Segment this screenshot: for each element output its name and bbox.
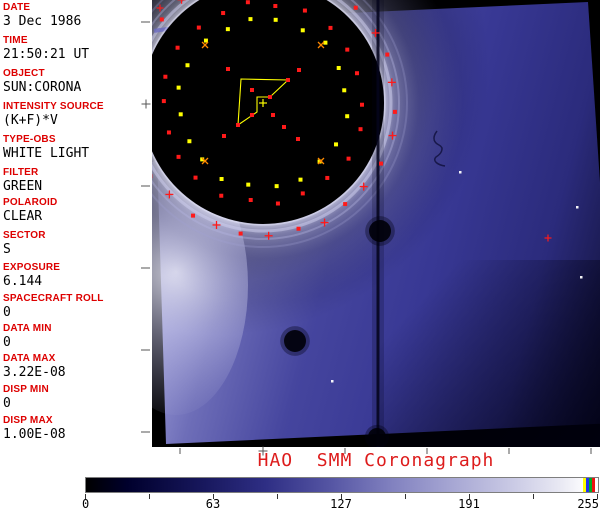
dark-thread-artifact <box>433 130 446 167</box>
metadata-panel: DATE 3 Dec 1986 TIME 21:50:21 UT OBJECT SUN:C… <box>0 0 150 450</box>
field-label: SPACECRAFT ROLL <box>3 293 104 304</box>
field-label: INTENSITY SOURCE <box>3 101 104 112</box>
dark-corner-shading <box>380 260 600 447</box>
disk-rim <box>152 0 386 226</box>
colorbar-tick-label: 255 <box>577 497 599 511</box>
field-label: EXPOSURE <box>3 262 61 273</box>
field-label: DATA MIN <box>3 323 52 334</box>
colorbar-tick <box>341 494 342 499</box>
metadata-field: DISP MIN 0 <box>3 384 49 411</box>
saturation-stripe <box>586 478 589 492</box>
dark-spot <box>368 428 386 446</box>
field-label: POLAROID <box>3 197 58 208</box>
colorbar-labels: 0 63 127 191 255 <box>0 497 600 511</box>
field-value: S <box>3 242 11 257</box>
colorbar-tick-label: 0 <box>82 497 90 511</box>
diffraction-ring <box>152 0 393 233</box>
colorbar-gradient <box>86 478 598 492</box>
field-label: TIME <box>3 35 28 46</box>
metadata-field: DATE 3 Dec 1986 <box>3 2 82 29</box>
x-fiducial-mark <box>201 157 209 165</box>
field-value: SUN:CORONA <box>3 80 82 95</box>
bright-pixel <box>459 171 462 174</box>
field-value: 0 <box>3 305 11 320</box>
field-label: DISP MAX <box>3 415 53 426</box>
x-fiducial-mark <box>201 41 209 49</box>
diffraction-ring <box>152 0 400 240</box>
saturation-stripe <box>589 478 592 492</box>
sun-center-mark <box>259 99 267 107</box>
dark-spot <box>284 330 306 352</box>
image-features <box>280 0 583 447</box>
outer-red-fiducial-ring <box>152 0 397 240</box>
metadata-field: INTENSITY SOURCE (K+F)*V <box>3 101 104 128</box>
image-title: HAO SMM Coronagraph <box>257 450 495 471</box>
field-label: DATE <box>3 2 31 13</box>
field-value: CLEAR <box>3 209 43 224</box>
field-value: 1.00E-08 <box>3 427 66 442</box>
axis-ticks <box>141 21 592 456</box>
colorbar-tick <box>213 494 214 499</box>
field-value: 6.144 <box>3 274 43 289</box>
metadata-field: TYPE-OBS WHITE LIGHT <box>3 134 90 161</box>
field-label: OBJECT <box>3 68 45 79</box>
field-value: 3.22E-08 <box>3 365 66 380</box>
diffraction-ring <box>152 0 408 248</box>
colorbar-tick <box>277 494 278 499</box>
metadata-field: EXPOSURE 6.144 <box>3 262 61 289</box>
colorbar-tick <box>405 494 406 499</box>
coronagraph-image-area <box>138 0 600 456</box>
colorbar-tick <box>469 494 470 499</box>
saturation-stripe <box>592 478 595 492</box>
field-label: SECTOR <box>3 230 46 241</box>
metadata-field: POLAROID CLEAR <box>3 197 58 224</box>
field-label: FILTER <box>3 167 39 178</box>
colorbar-tick <box>85 494 86 499</box>
x-fiducial-mark <box>317 41 325 49</box>
bright-pixel <box>576 206 579 209</box>
metadata-field: FILTER GREEN <box>3 167 43 194</box>
field-label: DATA MAX <box>3 353 56 364</box>
field-value: (K+F)*V <box>3 113 58 128</box>
occulting-disk <box>152 0 384 224</box>
field-value: 0 <box>3 335 11 350</box>
field-value: WHITE LIGHT <box>3 146 90 161</box>
colorbar-tick-label: 63 <box>205 497 221 511</box>
colorbar-tick <box>149 494 150 499</box>
metadata-field: DATA MIN 0 <box>3 323 52 350</box>
colorbar-tick <box>597 494 598 499</box>
colorbar-tick-label: 127 <box>330 497 352 511</box>
metadata-field: DATA MAX 3.22E-08 <box>3 353 66 380</box>
fiducial-overlay <box>152 0 552 242</box>
colorbar-ticks <box>85 494 599 500</box>
colorbar-tick-label: 191 <box>458 497 480 511</box>
inner-red-fiducial-ring <box>161 0 364 206</box>
bright-pixel <box>580 276 583 279</box>
metadata-field: OBJECT SUN:CORONA <box>3 68 82 95</box>
saturation-stripe <box>583 478 586 492</box>
colorbar <box>85 477 599 493</box>
field-label: DISP MIN <box>3 384 49 395</box>
field-value: GREEN <box>3 179 43 194</box>
field-label: TYPE-OBS <box>3 134 56 145</box>
metadata-field: SECTOR S <box>3 230 46 257</box>
colorbar-tick <box>533 494 534 499</box>
metadata-field: TIME 21:50:21 UT <box>3 35 90 62</box>
field-value: 21:50:21 UT <box>3 47 90 62</box>
dark-spot <box>369 220 391 242</box>
field-value: 3 Dec 1986 <box>3 14 82 29</box>
metadata-field: DISP MAX 1.00E-08 <box>3 415 66 442</box>
x-fiducial-mark <box>317 157 325 165</box>
bright-pixel <box>331 380 334 383</box>
coronagraph-image <box>138 0 600 456</box>
field-value: 0 <box>3 396 11 411</box>
metadata-field: SPACECRAFT ROLL 0 <box>3 293 104 320</box>
